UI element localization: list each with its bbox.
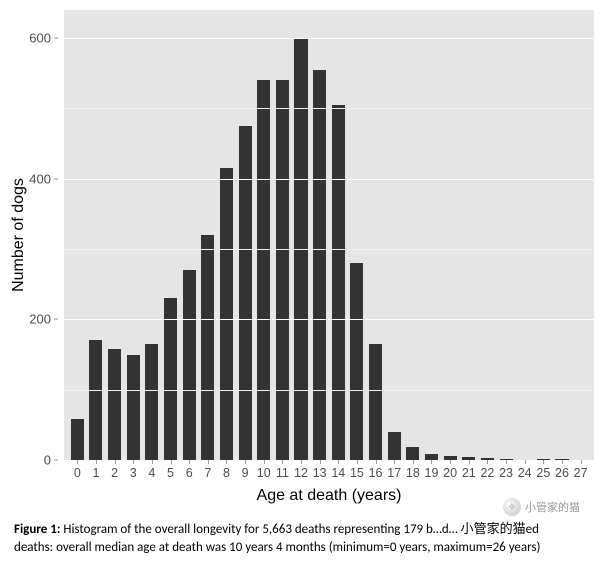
bar-slot (553, 10, 572, 460)
x-tick: 16 (366, 460, 385, 486)
bar-slot (441, 10, 460, 460)
bar-slot (478, 10, 497, 460)
x-tick: 13 (310, 460, 329, 486)
bar-slot (459, 10, 478, 460)
gridline-minor (64, 108, 594, 109)
y-tick: 400 (29, 171, 58, 186)
bar (108, 349, 121, 460)
x-tick: 24 (515, 460, 534, 486)
y-tick: 600 (29, 31, 58, 46)
gridline-major (64, 38, 594, 39)
x-tick: 7 (198, 460, 217, 486)
bar (257, 80, 270, 460)
y-axis-label-column: Number of dogs (8, 10, 30, 460)
bar (89, 340, 102, 460)
y-tick: 200 (29, 312, 58, 327)
caption-label: Figure 1: (14, 522, 60, 537)
x-tick: 21 (459, 460, 478, 486)
bar (145, 344, 158, 460)
gridline-minor (64, 390, 594, 391)
x-tick: 3 (124, 460, 143, 486)
bar (313, 70, 326, 460)
gridline-minor (64, 249, 594, 250)
caption-line-2: deaths: overall median age at death was … (14, 540, 540, 555)
x-tick: 18 (404, 460, 423, 486)
bar (332, 105, 345, 460)
x-tick: 15 (348, 460, 367, 486)
x-tick: 22 (478, 460, 497, 486)
bar-slot (404, 10, 423, 460)
figure-container: Number of dogs 0200400600 01234567891011… (0, 0, 608, 513)
bar-slot (254, 10, 273, 460)
bar-slot (497, 10, 516, 460)
y-axis-label: Number of dogs (10, 178, 28, 292)
bar-slot (198, 10, 217, 460)
bar-slot (534, 10, 553, 460)
bar-slot (273, 10, 292, 460)
chart-area: Number of dogs 0200400600 (8, 10, 594, 460)
bar-slot (161, 10, 180, 460)
plot-panel (64, 10, 594, 460)
x-tick: 20 (441, 460, 460, 486)
bar-slot (292, 10, 311, 460)
figure-caption: Figure 1: Histogram of the overall longe… (0, 513, 608, 566)
x-tick: 11 (273, 460, 292, 486)
bar-slot (366, 10, 385, 460)
bars-container (64, 10, 594, 460)
x-tick: 27 (571, 460, 590, 486)
bar-slot (310, 10, 329, 460)
y-tick: 0 (44, 453, 58, 468)
bar (276, 80, 289, 460)
bar-slot (571, 10, 590, 460)
caption-line-1: Histogram of the overall longevity for 5… (60, 522, 538, 537)
bar-slot (124, 10, 143, 460)
x-tick: 19 (422, 460, 441, 486)
bar-slot (385, 10, 404, 460)
bar (220, 168, 233, 460)
bar (239, 126, 252, 460)
x-tick: 9 (236, 460, 255, 486)
x-tick: 23 (497, 460, 516, 486)
bar-slot (143, 10, 162, 460)
gridline-major (64, 319, 594, 320)
x-axis-label: Age at death (years) (64, 486, 594, 511)
bar-slot (348, 10, 367, 460)
bar (201, 235, 214, 460)
x-tick: 4 (143, 460, 162, 486)
bar (164, 298, 177, 460)
y-axis: 0200400600 (30, 10, 64, 460)
x-tick: 25 (534, 460, 553, 486)
bar (388, 432, 401, 460)
bar (350, 263, 363, 460)
x-tick: 12 (292, 460, 311, 486)
bar (406, 447, 419, 460)
x-tick: 5 (161, 460, 180, 486)
bar-slot (515, 10, 534, 460)
x-tick: 2 (105, 460, 124, 486)
x-tick: 17 (385, 460, 404, 486)
bar-slot (180, 10, 199, 460)
gridline-major (64, 179, 594, 180)
bar (183, 270, 196, 460)
bar-slot (236, 10, 255, 460)
bar-slot (105, 10, 124, 460)
bar-slot (87, 10, 106, 460)
bar (127, 355, 140, 460)
bar (369, 344, 382, 460)
x-tick: 10 (254, 460, 273, 486)
x-tick: 6 (180, 460, 199, 486)
x-tick: 0 (68, 460, 87, 486)
bar-slot (217, 10, 236, 460)
bar-slot (68, 10, 87, 460)
x-tick: 8 (217, 460, 236, 486)
x-tick: 14 (329, 460, 348, 486)
bar-slot (422, 10, 441, 460)
bar (71, 419, 84, 460)
x-axis: 0123456789101112131415161718192021222324… (64, 460, 594, 486)
x-tick: 1 (87, 460, 106, 486)
x-tick: 26 (553, 460, 572, 486)
bar-slot (329, 10, 348, 460)
